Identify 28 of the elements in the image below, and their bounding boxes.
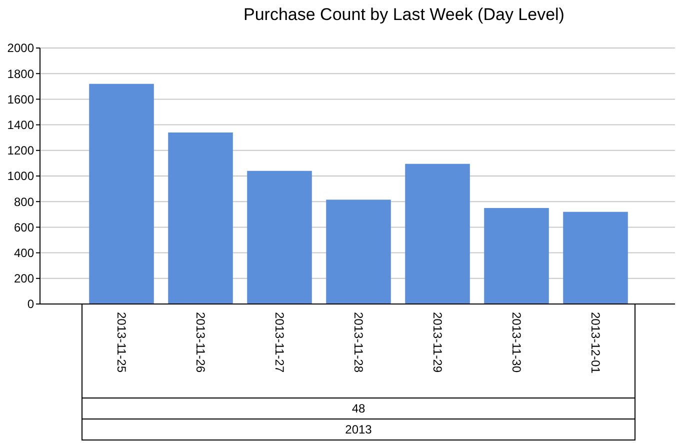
x-tick-label: 2013-11-28	[351, 312, 366, 373]
chart-title: Purchase Count by Last Week (Day Level)	[244, 5, 564, 24]
x-tick-label: 2013-11-25	[114, 312, 128, 373]
bar	[326, 200, 391, 304]
y-tick-label: 1200	[7, 144, 34, 158]
x-tick-label: 2013-11-26	[193, 312, 208, 373]
bar	[89, 84, 154, 304]
bar	[484, 208, 549, 304]
y-tick-label: 400	[14, 246, 34, 260]
y-tick-label: 1000	[7, 169, 34, 184]
x-tick-label: 2013-11-30	[509, 312, 524, 373]
text: 48	[352, 402, 366, 416]
y-tick-label: 600	[14, 220, 34, 234]
y-tick-label: 200	[14, 272, 34, 286]
y-tick-label: 1800	[7, 66, 34, 81]
x-tick-label: 2013-11-29	[430, 312, 444, 373]
bar	[168, 132, 233, 304]
x-tick-label: 2013-11-27	[272, 312, 286, 373]
bar	[563, 212, 628, 304]
y-tick-label: 1400	[7, 118, 34, 132]
x-tick-label: 2013-12-01	[588, 312, 602, 374]
y-tick-label: 2000	[7, 41, 34, 56]
y-tick-label: 0	[27, 297, 34, 312]
bar	[405, 164, 470, 304]
text: 2013	[345, 422, 372, 437]
y-tick-label: 800	[14, 194, 34, 209]
bar	[247, 170, 312, 304]
y-tick-label: 1600	[7, 92, 34, 106]
